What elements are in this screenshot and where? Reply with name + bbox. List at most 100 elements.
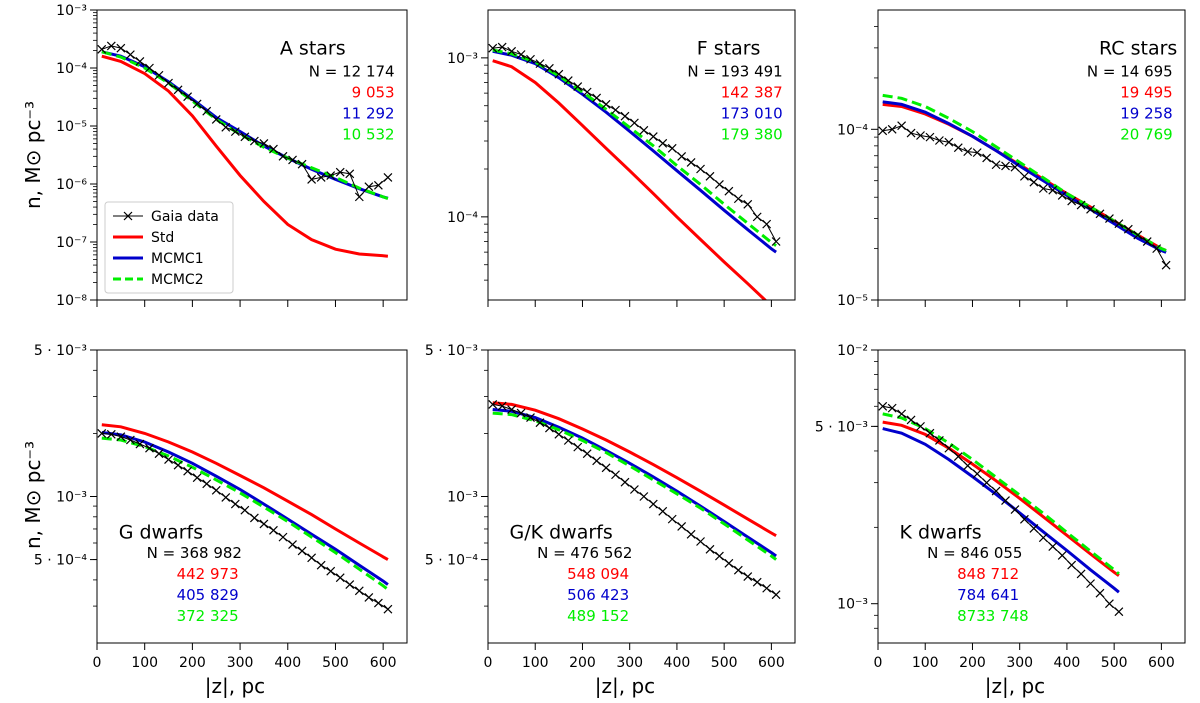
- data-point: [601, 463, 611, 473]
- data-point: [563, 76, 573, 85]
- panel-5: 5 · 10⁻⁴ 10⁻³ 5 · 10⁻³ 0 100 200 300 400 500 600 G…: [425, 343, 796, 671]
- data-point: [1114, 219, 1124, 229]
- data-point: [135, 439, 145, 449]
- count-total: N = 368 982: [147, 544, 242, 562]
- data-point: [667, 514, 677, 524]
- data-point: [611, 470, 620, 480]
- legend: Gaia data Std MCMC1 MCMC2: [104, 201, 234, 294]
- data-point: [1152, 244, 1162, 254]
- data-point: [916, 131, 925, 140]
- data-point: [1038, 533, 1048, 543]
- series-std: [882, 420, 1120, 577]
- y-tick-label: 5 · 10⁻⁴: [34, 553, 87, 569]
- data-point: [629, 118, 639, 128]
- data-point: [97, 44, 107, 54]
- data-point: [620, 477, 630, 487]
- data-point: [1067, 560, 1077, 570]
- legend-label: MCMC2: [151, 272, 204, 288]
- x-tick-label: 300: [227, 655, 254, 671]
- count-model: 8733 748: [957, 607, 1029, 625]
- data-point: [972, 148, 982, 158]
- series-group: [488, 42, 781, 300]
- data-point: [1123, 224, 1133, 234]
- data-point: [135, 56, 145, 66]
- data-point: [1038, 184, 1048, 193]
- data-point: [373, 598, 383, 608]
- data-point: [906, 128, 916, 138]
- data-point: [715, 551, 724, 561]
- data-point: [326, 171, 336, 180]
- y-tick-label: 10⁻⁴: [56, 61, 87, 77]
- legend-box: [104, 201, 234, 294]
- data-point: [125, 50, 135, 60]
- count-total: N = 846 055: [927, 544, 1022, 562]
- panel-6: 10⁻³ 5 · 10⁻³ 10⁻² 0 100 200 300 400 500 600 K dwa…: [815, 343, 1186, 671]
- data-point: [752, 212, 762, 222]
- count-model: 489 152: [567, 607, 629, 625]
- series-mcmc1: [101, 431, 389, 586]
- data-point: [592, 456, 602, 466]
- data-point: [316, 560, 326, 570]
- data-point: [544, 423, 554, 433]
- data-point: [906, 415, 916, 425]
- data-point: [916, 421, 925, 431]
- data-point: [249, 513, 259, 523]
- plot-frame: [877, 349, 1186, 644]
- count-model: 548 094: [567, 565, 629, 583]
- data-point: [639, 492, 649, 501]
- data-point: [963, 147, 973, 157]
- data-point: [667, 143, 677, 153]
- data-point: [125, 435, 135, 445]
- data-point: [240, 132, 250, 142]
- panel-title: G/K dwarfs: [509, 522, 612, 544]
- data-point: [354, 192, 364, 202]
- x-tick-label: 200: [179, 655, 206, 671]
- count-model: 442 973: [177, 565, 239, 583]
- data-point: [743, 199, 753, 209]
- data-point: [686, 529, 696, 539]
- data-point: [106, 429, 116, 439]
- data-point: [297, 546, 307, 556]
- data-point: [724, 186, 734, 196]
- data-point: [526, 413, 535, 422]
- data-point: [982, 478, 992, 488]
- series-group: [878, 401, 1124, 617]
- count-model: 848 712: [957, 565, 1019, 583]
- count-total: N = 193 491: [687, 63, 782, 81]
- data-point: [106, 41, 116, 51]
- data-point: [1057, 550, 1067, 560]
- data-point: [269, 144, 278, 154]
- data-point: [1133, 230, 1143, 240]
- data-point: [516, 50, 526, 59]
- data-point: [1001, 496, 1010, 505]
- y-tick-label: 10⁻⁷: [56, 235, 87, 251]
- y-tick-label: 10⁻⁵: [56, 119, 87, 135]
- data-point: [878, 126, 888, 136]
- y-tick-label: 10⁻³: [447, 51, 478, 67]
- data-point: [972, 469, 982, 479]
- x-tick-label: 0: [93, 655, 102, 671]
- data-point: [116, 432, 126, 442]
- count-total: N = 476 562: [537, 544, 632, 562]
- data-point: [307, 174, 317, 184]
- data-point: [364, 182, 374, 192]
- data-point: [953, 143, 963, 153]
- data-point: [97, 428, 107, 438]
- data-point: [326, 566, 336, 576]
- data-point: [991, 486, 1001, 496]
- data-point: [164, 455, 173, 465]
- series-std: [492, 59, 768, 300]
- count-model: 784 641: [957, 586, 1019, 604]
- data-point: [211, 485, 221, 495]
- xlabel-col2: |z|, pc: [595, 674, 655, 698]
- data-point: [145, 63, 154, 73]
- data-point: [724, 558, 734, 568]
- data-point: [582, 449, 592, 459]
- data-point: [715, 179, 724, 189]
- data-point: [573, 442, 583, 452]
- series-group: [97, 41, 393, 258]
- legend-label: Gaia data: [151, 209, 219, 225]
- data-point: [1086, 204, 1095, 214]
- data-point: [488, 399, 498, 409]
